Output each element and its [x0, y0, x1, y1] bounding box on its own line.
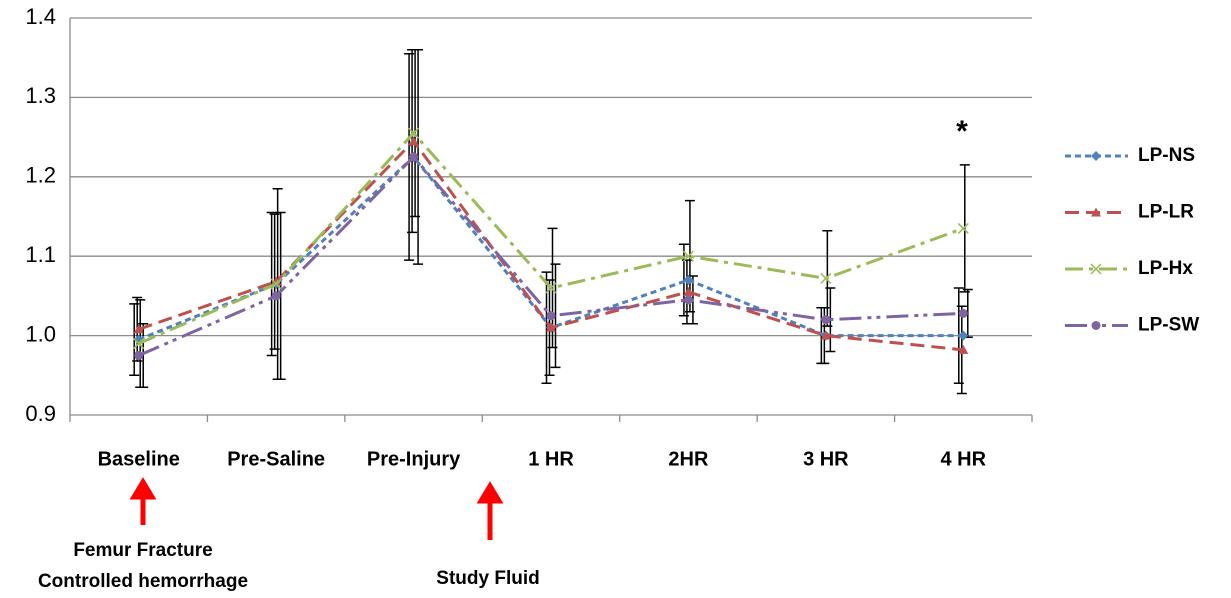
- x-tick-label: 1 HR: [528, 448, 574, 470]
- marker: [683, 275, 694, 286]
- marker: [958, 330, 969, 341]
- y-tick-label: 1.2: [25, 163, 56, 188]
- annotation: Controlled hemorrhage: [38, 571, 248, 592]
- marker: [134, 350, 144, 360]
- legend-label: LP-Hx: [1138, 258, 1193, 279]
- significance-mark: *: [956, 115, 968, 148]
- marker: [546, 311, 556, 321]
- marker: [683, 295, 693, 305]
- marker: [958, 308, 968, 318]
- marker: [820, 272, 832, 284]
- error-bar: [275, 211, 286, 381]
- arrow: [129, 477, 157, 525]
- annotation: Study Fluid: [436, 568, 539, 589]
- x-tick-label: 4 HR: [940, 448, 986, 470]
- y-tick-label: 0.9: [25, 401, 56, 426]
- x-tick-label: Baseline: [98, 448, 180, 470]
- marker: [682, 250, 694, 262]
- marker: [133, 324, 144, 334]
- marker: [133, 338, 145, 350]
- marker: [545, 282, 557, 294]
- marker: [1091, 321, 1101, 330]
- annotation: Femur Fracture: [73, 540, 212, 561]
- marker: [821, 315, 831, 325]
- marker: [1091, 207, 1101, 217]
- y-tick-label: 1.0: [25, 321, 56, 346]
- x-tick-label: 2HR: [668, 448, 709, 470]
- y-tick-label: 1.3: [25, 83, 56, 108]
- legend-label: LP-LR: [1138, 202, 1194, 223]
- x-tick-label: Pre-Injury: [367, 448, 461, 470]
- legend-label: LP-SW: [1138, 315, 1199, 336]
- marker: [683, 286, 694, 296]
- marker: [270, 278, 282, 290]
- arrow: [476, 481, 504, 540]
- marker: [958, 344, 969, 354]
- error-bar: [959, 164, 970, 293]
- legend-label: LP-NS: [1138, 145, 1195, 166]
- marker: [271, 291, 281, 301]
- y-tick-label: 1.1: [25, 242, 56, 267]
- marker: [957, 222, 969, 234]
- marker: [409, 152, 419, 162]
- marker: [546, 322, 556, 332]
- marker: [408, 136, 419, 146]
- x-tick-label: 3 HR: [803, 448, 849, 470]
- y-tick-label: 1.4: [25, 4, 56, 29]
- x-tick-label: Pre-Saline: [227, 448, 325, 470]
- marker: [820, 330, 831, 340]
- marker: [1090, 263, 1102, 275]
- marker: [1091, 151, 1101, 161]
- marker: [408, 127, 420, 139]
